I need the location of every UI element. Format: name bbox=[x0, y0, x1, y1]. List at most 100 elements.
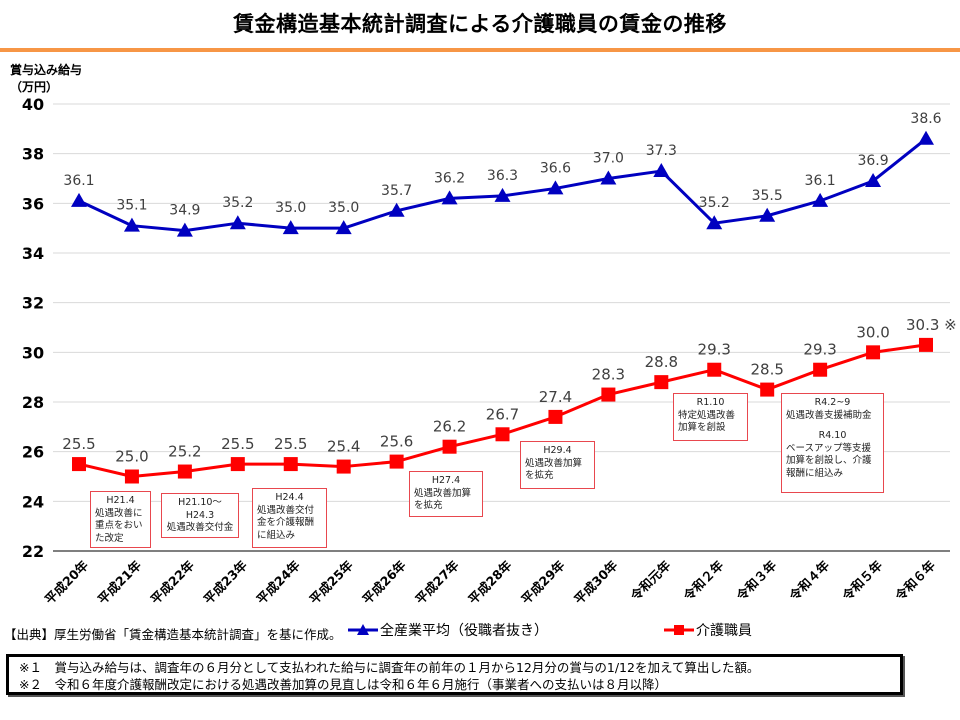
annotation-line: 処遇改善加算 bbox=[525, 457, 583, 469]
x-tick-label: 平成27年 bbox=[412, 557, 462, 607]
data-label: 36.2 bbox=[434, 170, 465, 186]
annotation-h29-4: H29.4 処遇改善加算 を拡充 bbox=[520, 441, 595, 489]
triangle-marker bbox=[653, 163, 670, 178]
square-marker bbox=[707, 362, 722, 377]
y-tick-label: 24 bbox=[22, 492, 44, 511]
data-label: 26.2 bbox=[433, 418, 466, 436]
square-marker-icon bbox=[664, 625, 694, 635]
data-label: 37.3 bbox=[646, 143, 677, 159]
annotation-line: 処遇改善交付金 bbox=[166, 522, 234, 533]
legend-label-all-industry: 全産業平均（役職者抜き） bbox=[380, 623, 548, 639]
annotation-line: H24.4 bbox=[275, 492, 304, 503]
x-tick-label: 平成30年 bbox=[571, 557, 621, 607]
triangle-marker bbox=[335, 220, 352, 235]
data-label: 25.4 bbox=[327, 438, 360, 456]
annotation-line: を拡充 bbox=[525, 470, 554, 481]
data-label: 25.5 bbox=[62, 435, 95, 453]
triangle-marker bbox=[600, 170, 617, 185]
square-marker bbox=[442, 439, 457, 454]
annotation-line: R4.2~9 bbox=[814, 397, 851, 408]
square-marker bbox=[389, 454, 404, 469]
data-label: 37.0 bbox=[593, 151, 624, 167]
triangle-marker bbox=[865, 172, 882, 187]
wage-line-chart: 22 24 26 28 30 32 34 36 38 40 平成20年 平成21年 平成22年 平成23… bbox=[22, 95, 957, 607]
x-tick-label: 平成29年 bbox=[518, 557, 568, 607]
x-tick-label: 令和３年 bbox=[733, 557, 780, 604]
y-tick-label: 34 bbox=[22, 244, 44, 263]
annotation-line: 加算を創設 bbox=[678, 422, 726, 433]
annotation-h27-4: H27.4 処遇改善加算 を拡充 bbox=[409, 471, 483, 517]
data-label: 25.5 bbox=[274, 435, 307, 453]
data-label: 25.0 bbox=[115, 448, 148, 466]
data-label: 25.6 bbox=[380, 433, 413, 451]
y-tick-label: 28 bbox=[22, 393, 44, 412]
x-tick-label: 平成28年 bbox=[465, 557, 515, 607]
annotation-spacer bbox=[786, 422, 879, 430]
triangle-marker bbox=[812, 192, 829, 207]
data-label: 36.1 bbox=[805, 173, 836, 189]
triangle-marker bbox=[494, 187, 511, 202]
square-marker bbox=[177, 464, 192, 479]
y-tick-label: 40 bbox=[22, 95, 44, 114]
square-marker bbox=[813, 362, 828, 377]
triangle-marker bbox=[282, 220, 299, 235]
data-label: 25.2 bbox=[168, 443, 201, 461]
data-label: 36.9 bbox=[857, 153, 888, 169]
square-marker bbox=[230, 457, 245, 472]
data-label: 35.5 bbox=[752, 188, 783, 204]
square-marker bbox=[866, 345, 881, 360]
square-marker bbox=[919, 337, 933, 352]
data-label: 35.1 bbox=[116, 198, 147, 214]
annotation-line: H29.4 bbox=[543, 445, 572, 456]
data-label: 27.4 bbox=[539, 388, 572, 406]
x-tick-label: 平成26年 bbox=[359, 557, 409, 607]
data-label: 35.7 bbox=[381, 183, 412, 199]
x-tick-label: 令和２年 bbox=[680, 557, 727, 604]
square-marker bbox=[495, 427, 510, 442]
annotation-line: H27.4 bbox=[431, 475, 461, 486]
triangle-marker bbox=[759, 207, 776, 222]
annotation-line: 処遇改善支援補助金 bbox=[786, 409, 872, 421]
annotation-line: 処遇改善に bbox=[95, 507, 143, 519]
data-label: 25.5 bbox=[221, 435, 254, 453]
annotation-line: 処遇改善交付 bbox=[257, 504, 315, 516]
notes-box: ※１ 賞与込み給与は、調査年の６月分として支払われた給与に調査年の前年の１月から… bbox=[6, 654, 903, 695]
square-marker bbox=[601, 387, 616, 402]
data-label: 35.0 bbox=[275, 200, 306, 216]
y-tick-label: 36 bbox=[22, 194, 44, 213]
triangle-marker bbox=[918, 130, 934, 145]
x-tick-label: 平成23年 bbox=[201, 557, 251, 607]
annotation-h24-4: H24.4 処遇改善交付 金を介護報酬 に組込み bbox=[252, 488, 327, 548]
data-label: 36.1 bbox=[63, 173, 94, 189]
y-axis-label-line-2: （万円） bbox=[10, 80, 59, 94]
data-label: 36.6 bbox=[540, 160, 571, 176]
annotation-r4: R4.2~9 処遇改善支援補助金 R4.10 ベースアップ等支援 加算を創設し、… bbox=[781, 393, 884, 493]
x-tick-labels: 平成20年 平成21年 平成22年 平成23年 平成24年 平成25年 平成26年 平成27年… bbox=[42, 557, 939, 607]
data-label: 35.2 bbox=[222, 195, 253, 211]
triangle-marker bbox=[388, 202, 405, 217]
y-tick-label: 26 bbox=[22, 443, 44, 462]
data-label: 28.3 bbox=[592, 366, 625, 384]
annotation-line: 加算を創設し、介護 bbox=[786, 455, 872, 466]
triangle-marker-icon bbox=[348, 624, 378, 635]
square-marker bbox=[548, 409, 563, 424]
legend-item-all-industry: 全産業平均（役職者抜き） bbox=[348, 620, 548, 640]
y-tick-label: 32 bbox=[22, 294, 44, 313]
source-citation: 【出典】厚生労働省「賃金構造基本統計調査」を基に作成。 bbox=[4, 627, 342, 642]
square-marker bbox=[654, 375, 669, 390]
annotation-line: H24.3 bbox=[185, 509, 215, 521]
square-marker bbox=[760, 382, 775, 397]
data-label: 30.0 bbox=[856, 323, 889, 341]
square-marker bbox=[283, 457, 298, 472]
annotation-line: 特定処遇改善 bbox=[678, 409, 736, 421]
triangle-marker bbox=[547, 180, 564, 195]
annotation-h21-10: H21.10～ H24.3 処遇改善交付金 bbox=[161, 493, 239, 538]
x-tick-label: 令和元年 bbox=[627, 557, 674, 604]
annotation-line: た改定 bbox=[95, 532, 124, 544]
data-label: 36.3 bbox=[487, 168, 518, 184]
y-tick-label: 30 bbox=[22, 343, 44, 362]
triangle-marker bbox=[123, 217, 140, 232]
x-tick-label: 平成21年 bbox=[95, 557, 145, 607]
note-2: ※２ 令和６年度介護報酬改定における処遇改善加算の見直しは令和６年６月施行（事業… bbox=[19, 677, 667, 692]
y-tick-labels: 22 24 26 28 30 32 34 36 38 40 bbox=[22, 95, 44, 561]
